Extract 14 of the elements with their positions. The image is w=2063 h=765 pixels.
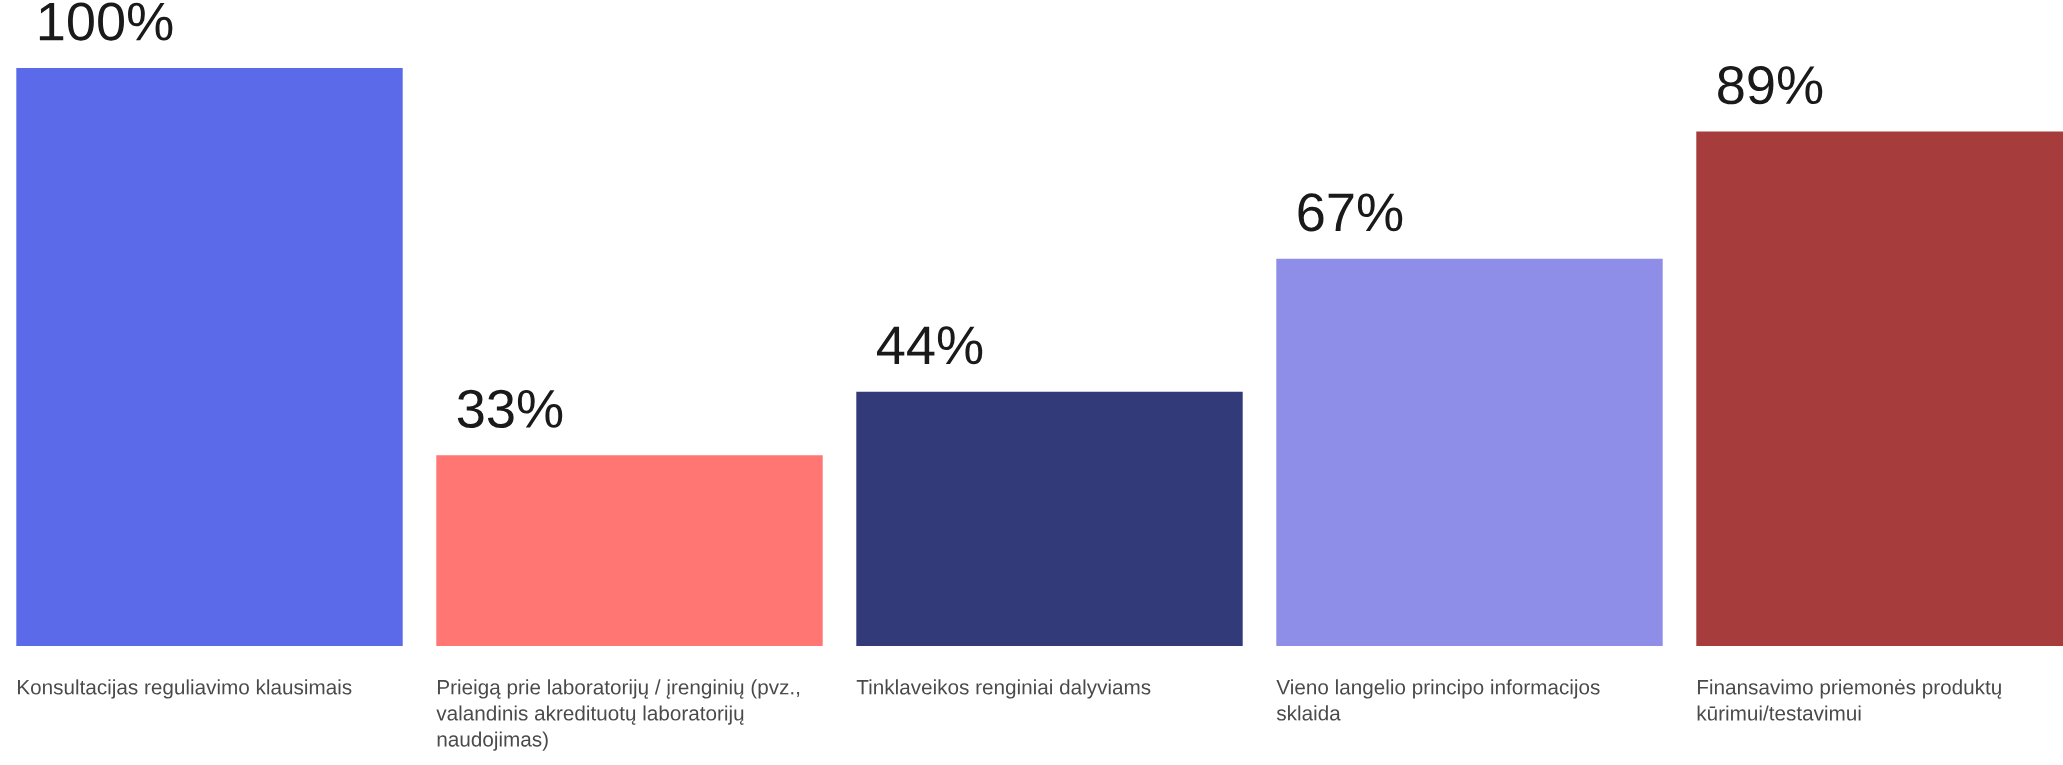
data-label: 44% — [876, 326, 983, 365]
bar — [856, 391, 1243, 646]
data-label: 100% — [39, 2, 173, 41]
x-tick-label: Tinklaveikos renginiai dalyviams — [856, 679, 1151, 699]
bar — [16, 68, 403, 646]
x-tick-label: Finansavimo priemonės produktų kūrimui/testavimui — [1697, 679, 2002, 721]
data-label: 33% — [457, 389, 563, 429]
x-tick-label: Konsultacijas reguliavimo klausimais — [18, 679, 352, 699]
x-tick-label: Prieigą prie laboratorijų / įrenginių (pvz., valandinis akredituotų laboratorijų naudojimas) — [436, 679, 800, 751]
bar — [436, 455, 823, 646]
data-label: 89% — [1718, 65, 1823, 105]
bar — [1276, 258, 1663, 646]
data-label: 67% — [1298, 193, 1403, 232]
x-tick-label: Vieno langelio principo informacijos sklaida — [1276, 679, 1600, 721]
